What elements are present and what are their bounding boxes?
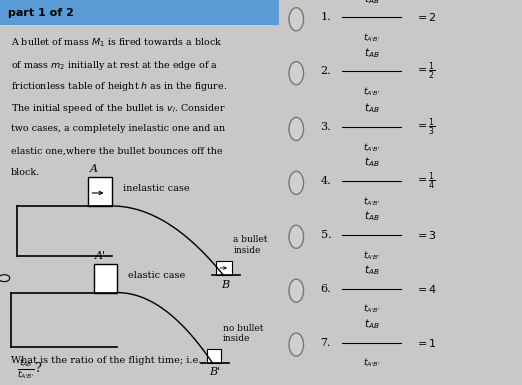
Circle shape (289, 8, 304, 31)
Text: $t_{A'B'}$: $t_{A'B'}$ (363, 357, 381, 369)
Text: $= 4$: $= 4$ (415, 283, 437, 295)
Text: $t_{AB}$: $t_{AB}$ (364, 0, 379, 6)
Bar (93, 264, 117, 293)
Text: a bullet
inside: a bullet inside (233, 236, 268, 255)
Text: 3.: 3. (321, 122, 331, 132)
Text: A bullet of mass $M_1$ is fired towards a block: A bullet of mass $M_1$ is fired towards … (11, 37, 222, 49)
Text: elastic case: elastic case (128, 271, 186, 280)
Text: $t_{A'B'}$: $t_{A'B'}$ (363, 249, 381, 261)
Text: 6.: 6. (321, 284, 331, 294)
Text: block.: block. (11, 168, 40, 177)
Circle shape (289, 279, 304, 302)
Text: 5.: 5. (321, 230, 331, 240)
Text: $t_{A'B'}$: $t_{A'B'}$ (363, 85, 381, 98)
Circle shape (289, 171, 304, 194)
Text: $t_{A'B'}$: $t_{A'B'}$ (363, 141, 381, 154)
Text: B': B' (209, 367, 221, 377)
Text: part 1 of 2: part 1 of 2 (8, 8, 74, 18)
Text: no bullet
inside: no bullet inside (222, 324, 263, 343)
Text: 1.: 1. (321, 12, 331, 22)
Text: $\frac{t_{AB}}{t_{A^\prime B^\prime}}$?: $\frac{t_{AB}}{t_{A^\prime B^\prime}}$? (17, 357, 42, 381)
Text: What is the ratio of the flight time; i.e.,: What is the ratio of the flight time; i.… (11, 356, 205, 365)
Text: two cases, a completely inelastic one and an: two cases, a completely inelastic one an… (11, 124, 226, 133)
Circle shape (289, 333, 304, 356)
Text: $t_{AB}$: $t_{AB}$ (364, 102, 379, 115)
Text: The initial speed of the bullet is $v_i$. Consider: The initial speed of the bullet is $v_i$… (11, 102, 226, 116)
Text: A': A' (95, 251, 106, 261)
Text: 2.: 2. (321, 66, 331, 76)
Circle shape (289, 62, 304, 85)
Ellipse shape (0, 275, 10, 282)
Text: 7.: 7. (321, 338, 331, 348)
Text: $t_{AB}$: $t_{AB}$ (364, 317, 379, 331)
Text: frictionless table of height $h$ as in the figure.: frictionless table of height $h$ as in t… (11, 80, 228, 94)
Text: $= 3$: $= 3$ (415, 229, 437, 241)
Bar (88, 177, 112, 206)
Text: of mass $m_2$ initially at rest at the edge of a: of mass $m_2$ initially at rest at the e… (11, 59, 218, 72)
Circle shape (289, 117, 304, 141)
Text: $t_{A'B'}$: $t_{A'B'}$ (363, 195, 381, 208)
Text: B: B (221, 280, 229, 290)
Text: $= \frac{1}{2}$: $= \frac{1}{2}$ (415, 60, 436, 82)
Text: inelastic case: inelastic case (123, 184, 189, 193)
Bar (217, 261, 232, 275)
Text: elastic one,where the bullet bounces off the: elastic one,where the bullet bounces off… (11, 146, 223, 155)
Bar (0, 0, 279, 25)
Text: $t_{AB}$: $t_{AB}$ (364, 209, 379, 223)
Bar (207, 349, 221, 363)
Text: $t_{A'B'}$: $t_{A'B'}$ (363, 32, 381, 44)
Text: 4.: 4. (321, 176, 331, 186)
Circle shape (289, 225, 304, 248)
Text: A: A (89, 164, 98, 174)
Text: $= 2$: $= 2$ (415, 11, 437, 23)
Text: $t_{AB}$: $t_{AB}$ (364, 46, 379, 60)
Text: $= \frac{1}{3}$: $= \frac{1}{3}$ (415, 116, 436, 138)
Text: $= \frac{1}{4}$: $= \frac{1}{4}$ (415, 170, 436, 192)
Text: $t_{A'B'}$: $t_{A'B'}$ (363, 303, 381, 315)
Text: $t_{AB}$: $t_{AB}$ (364, 156, 379, 169)
Text: $= 1$: $= 1$ (415, 336, 437, 349)
Text: $t_{AB}$: $t_{AB}$ (364, 263, 379, 277)
